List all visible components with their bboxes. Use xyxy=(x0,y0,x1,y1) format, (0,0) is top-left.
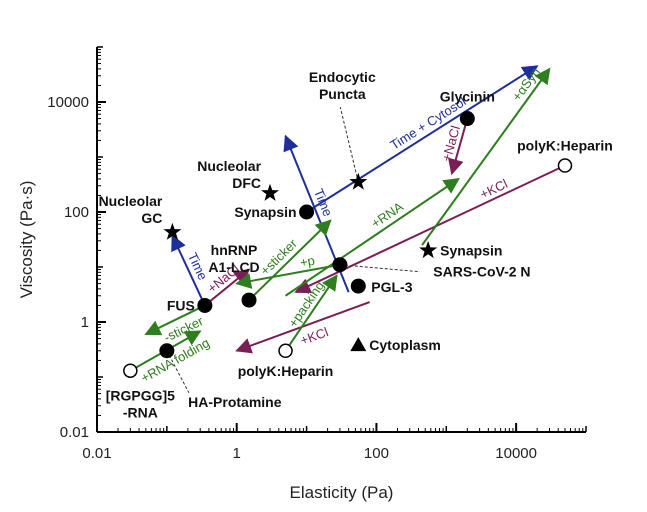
arrow-green xyxy=(284,274,338,352)
arrow-label: Time xyxy=(185,250,211,282)
y-tick-label: 1 xyxy=(81,314,89,331)
x-tick-label: 0.01 xyxy=(82,445,111,462)
arrows-layer: TimeTime + CytosolTime+NaCl+NaCl+KCl+KCl… xyxy=(129,65,566,386)
arrow-green xyxy=(235,263,341,289)
leader-lines xyxy=(166,106,420,393)
point-polyk-low xyxy=(278,343,293,359)
point-polyk-high xyxy=(557,158,573,173)
point-label-cytoplasm: Cytoplasm xyxy=(369,337,441,353)
arrow-purple xyxy=(448,118,469,176)
y-axis-title: Viscosity (Pa·s) xyxy=(17,181,36,299)
point-label-ha-protamine: HA-Protamine xyxy=(188,394,282,410)
point-label-nucleolar-dfc: Nucleolar xyxy=(197,158,261,174)
leader-line xyxy=(339,264,420,273)
point-label-hnrnp: A1-LCD xyxy=(208,259,259,275)
point-sars xyxy=(332,257,348,273)
point-label-glycinin: Glycinin xyxy=(440,89,495,105)
point-endocytic xyxy=(349,172,368,190)
point-label-polyk-low: polyK:Heparin xyxy=(238,363,334,379)
point-label-endocytic: Puncta xyxy=(319,86,366,102)
point-label-endocytic: Endocytic xyxy=(309,69,376,85)
point-label-hnrnp: hnRNP xyxy=(211,242,258,258)
x-tick-label: 1 xyxy=(233,445,241,462)
arrow-green xyxy=(421,67,551,246)
point-fus xyxy=(197,297,213,313)
arrow-blue xyxy=(306,65,539,213)
points-layer xyxy=(123,111,573,378)
point-label-nucleolar-gc: GC xyxy=(141,210,162,226)
arrow-green xyxy=(284,177,460,297)
point-label-polyk-high: polyK:Heparin xyxy=(517,138,613,154)
point-label-rgpgg: [RGPGG]5 xyxy=(106,388,175,404)
point-label-synapsin-star: Synapsin xyxy=(440,242,502,258)
point-synapsin-star xyxy=(419,240,438,259)
point-label-fus: FUS xyxy=(167,297,195,313)
point-nucleolar-gc xyxy=(163,222,182,240)
x-tick-label: 100 xyxy=(364,445,389,462)
x-axis-title: Elasticity (Pa) xyxy=(290,483,394,502)
y-tick-label: 0.01 xyxy=(60,424,89,441)
point-label-synapsin-filled: Synapsin xyxy=(234,204,296,220)
x-tick-label: 10000 xyxy=(495,445,537,462)
axes: 0.01 1 100 10000 0.01 1 100 10000 Elasticity (Pa… xyxy=(17,46,587,502)
y-tick-label: 10000 xyxy=(47,94,89,111)
point-pgl3 xyxy=(350,278,366,294)
arrow-green xyxy=(144,304,206,336)
point-label-nucleolar-dfc: DFC xyxy=(232,175,261,191)
point-label-rgpgg: -RNA xyxy=(123,405,158,421)
leader-line xyxy=(166,350,190,393)
point-label-pgl3: PGL-3 xyxy=(371,279,412,295)
point-label-nucleolar-gc: Nucleolar xyxy=(99,193,163,209)
arrow-green xyxy=(248,219,332,301)
y-tick-label: 100 xyxy=(64,204,89,221)
point-cytoplasm xyxy=(350,337,367,352)
arrow-label: +p xyxy=(299,253,316,270)
arrow-blue xyxy=(171,234,206,306)
leader-line xyxy=(339,106,359,183)
point-label-sars: SARS-CoV-2 N xyxy=(433,264,530,280)
point-hnrnp xyxy=(241,292,257,308)
point-glycinin xyxy=(459,111,475,127)
point-synapsin-filled xyxy=(299,204,315,220)
point-rgpgg xyxy=(123,363,138,378)
point-nucleolar-dfc xyxy=(261,183,280,201)
point-ha-protamine xyxy=(159,343,175,359)
arrow-label: +KCl xyxy=(298,324,330,348)
